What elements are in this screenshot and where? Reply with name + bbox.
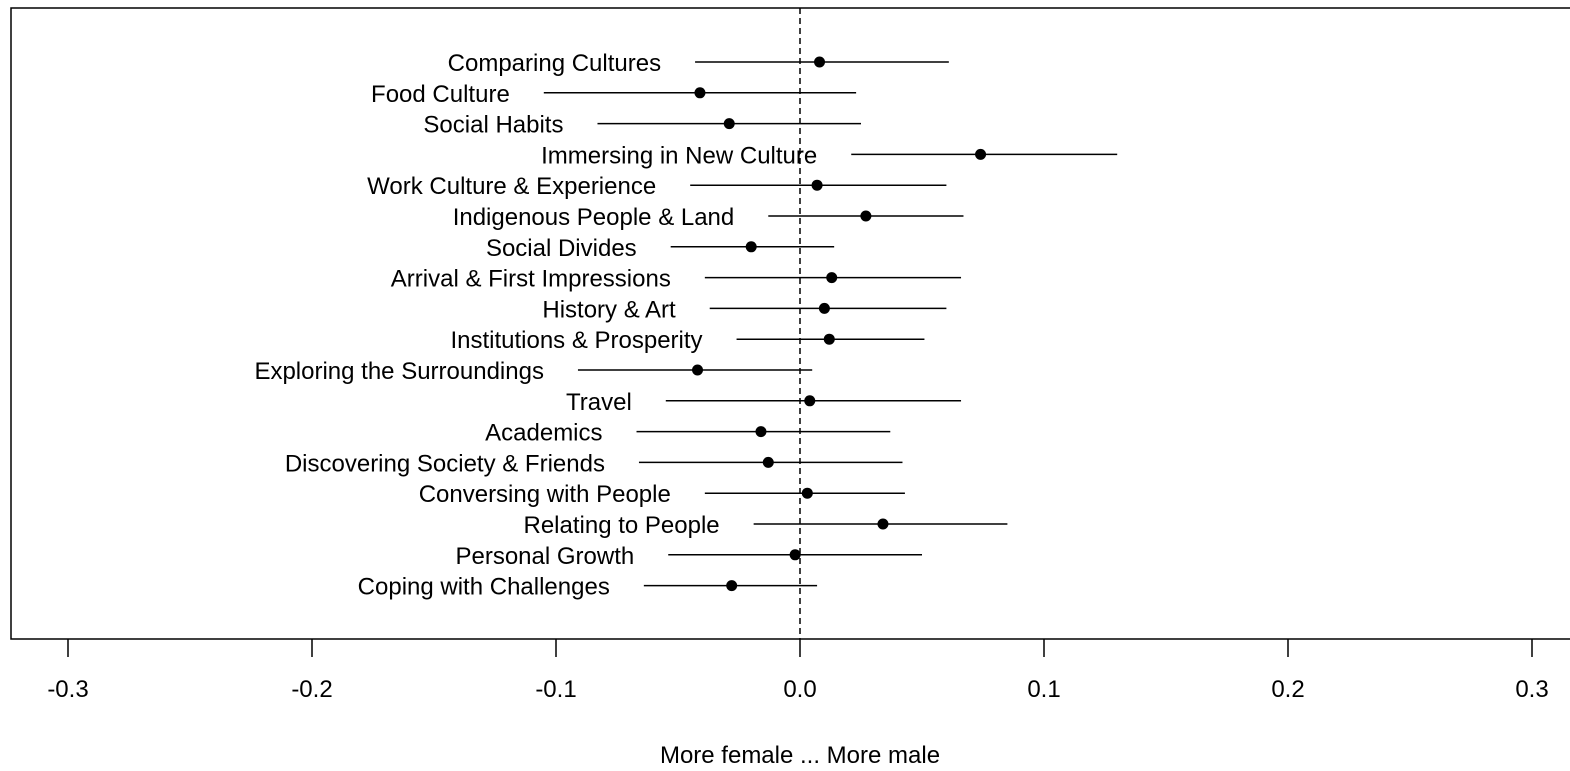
estimate-point [694,87,706,99]
topic-row: Personal Growth [455,543,922,570]
estimate-point [723,118,735,130]
topic-label: History & Art [542,296,676,323]
topic-row: Academics [485,420,891,447]
topic-label: Immersing in New Culture [541,142,817,169]
estimate-point [801,487,813,499]
topic-row: Discovering Society & Friends [285,450,903,477]
estimate-point [789,549,801,561]
x-axis-label: More female ... More male [660,742,940,769]
topic-row: Social Divides [486,235,835,262]
topic-label: Indigenous People & Land [453,204,735,231]
series-layer: Comparing Cultures Food Culture Social Hab… [254,50,1118,601]
topic-label: Food Culture [371,81,510,108]
topic-label: Relating to People [523,512,719,539]
topic-label: Academics [485,420,602,447]
estimate-point [762,456,774,468]
estimate-point [975,148,987,160]
x-tick-label: 0.0 [783,676,816,703]
estimate-point [823,333,835,345]
topic-row: Conversing with People [419,481,905,508]
estimate-point [826,272,838,284]
estimate-point [814,56,826,68]
x-tick-label: -0.2 [291,676,332,703]
x-tick-label: 0.1 [1027,676,1060,703]
topic-row: Food Culture [371,81,857,108]
x-tick-label: 0.3 [1515,676,1548,703]
estimate-point [692,364,704,376]
topic-label: Travel [566,389,632,416]
topic-row: Arrival & First Impressions [391,266,962,293]
topic-label: Coping with Challenges [358,574,610,601]
estimate-point [860,210,872,222]
topic-row: Relating to People [523,512,1008,539]
plot-frame [10,7,1570,640]
topic-label: Personal Growth [455,543,634,570]
topic-label: Work Culture & Experience [367,173,656,200]
topic-row: History & Art [542,296,947,323]
topic-row: Coping with Challenges [358,574,818,601]
topic-row: Indigenous People & Land [453,204,964,231]
topic-row: Institutions & Prosperity [450,327,925,354]
topic-label: Conversing with People [419,481,671,508]
x-tick-label: -0.3 [47,676,88,703]
estimate-point [818,302,830,314]
estimate-point [804,395,816,407]
topic-label: Arrival & First Impressions [391,266,671,293]
topic-label: Social Divides [486,235,637,262]
estimate-point [877,518,889,530]
topic-label: Comparing Cultures [448,50,661,77]
topic-label: Exploring the Surroundings [254,358,544,385]
topic-label: Discovering Society & Friends [285,450,605,477]
estimate-point [755,426,767,438]
x-tick-label: 0.2 [1271,676,1304,703]
topic-label: Social Habits [423,112,563,139]
topic-row: Immersing in New Culture [541,142,1118,169]
estimate-point [726,580,738,592]
x-tick-label: -0.1 [535,676,576,703]
topic-row: Work Culture & Experience [367,173,947,200]
estimate-point [811,179,823,191]
topic-row: Travel [566,389,962,416]
x-axis: -0.3 -0.2 -0.1 0.0 0.1 0.2 0.3 [47,639,1549,703]
topic-row: Exploring the Surroundings [254,358,813,385]
topic-row: Social Habits [423,112,861,139]
estimate-point [745,241,757,253]
topic-row: Comparing Cultures [448,50,949,77]
topic-label: Institutions & Prosperity [450,327,702,354]
